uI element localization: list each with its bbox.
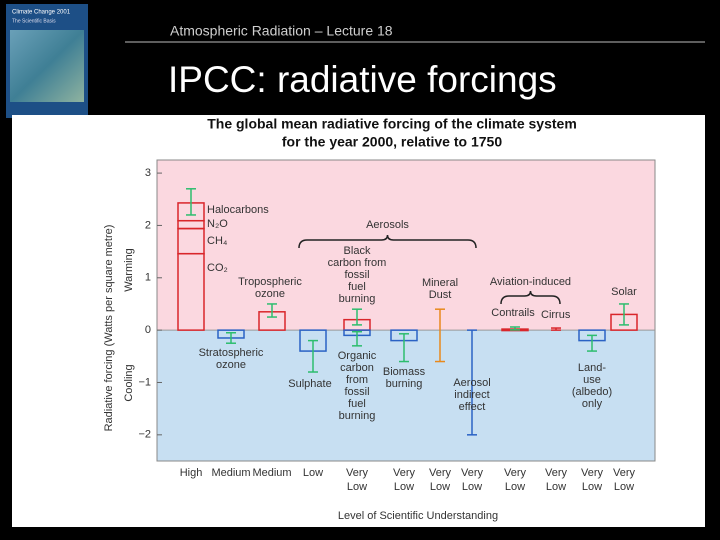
forcing-label: ozone [216,359,246,371]
losu-label: Medium [211,467,250,479]
losu-label: Very [393,467,416,479]
forcing-label: burning [339,293,376,305]
plot-frame [156,159,656,462]
forcing-label: (albedo) [572,386,612,398]
losu-label: Medium [252,467,291,479]
forcing-label: carbon [340,362,374,374]
y-tick-label: 3 [145,167,151,179]
losu-label: Very [429,467,452,479]
losu-label: Very [461,467,484,479]
losu-label: Low [546,481,566,493]
losu-label: Very [545,467,568,479]
y-tick-label: 2 [145,219,151,231]
forcing-label: burning [386,378,423,390]
forcing-label: use [583,374,601,386]
warming-label: Warming [123,248,135,292]
thumbnail: Climate Change 2001 The Scientific Basis [6,4,88,118]
forcing-label: fuel [348,281,366,293]
forcing-label: fossil [344,386,369,398]
forcing-label: burning [339,410,376,422]
forcing-label: indirect [454,389,489,401]
slide-title: IPCC: radiative forcings [168,59,557,100]
y-tick-label: 1 [145,272,151,284]
forcing-label: Stratospheric [199,347,264,359]
y-tick-label: −2 [138,429,151,441]
forcing-label: ozone [255,288,285,300]
forcing-label: Dust [429,289,452,301]
losu-label: Very [504,467,527,479]
thumbnail-subtitle: The Scientific Basis [12,18,56,24]
cooling-label: Cooling [123,364,135,401]
forcing-label: only [582,398,603,410]
losu-label: Low [303,467,323,479]
forcing-label: Sulphate [288,378,331,390]
thumbnail-image [10,30,84,102]
y-axis-label: Radiative forcing (Watts per square metr… [103,225,115,432]
losu-label: Very [581,467,604,479]
losu-label: Low [430,481,450,493]
forcing-label: Contrails [491,307,535,319]
group-brace [298,234,477,249]
forcing-label: fossil [344,269,369,281]
cooling-region [157,330,655,461]
forcing-label: Tropospheric [238,276,302,288]
losu-label: Low [582,481,602,493]
losu-label: Low [462,481,482,493]
segment-label: N₂O [207,218,228,230]
forcing-label: Solar [611,286,637,298]
segment-label: CO₂ [207,262,228,274]
group-label: Aerosols [366,219,409,231]
slide-header: Atmospheric Radiation – Lecture 18 [170,23,393,39]
chart-title: The global mean radiative forcing of the… [207,116,577,132]
losu-label: High [180,467,203,479]
forcing-label: Mineral [422,277,458,289]
losu-label: Very [613,467,636,479]
forcing-label: Organic [338,350,377,362]
chart-title: for the year 2000, relative to 1750 [282,134,502,150]
losu-label: Low [394,481,414,493]
forcing-label: carbon from [328,257,387,269]
losu-label: Low [347,481,367,493]
forcing-label: Black [344,245,371,257]
forcing-label: Aerosol [453,377,490,389]
losu-label: Very [346,467,369,479]
segment-label: CH₄ [207,235,228,247]
losu-label: Low [614,481,634,493]
forcing-label: fuel [348,398,366,410]
forcing-label: effect [459,401,486,413]
forcing-label: Cirrus [541,309,571,321]
warming-region [157,160,655,331]
x-axis-label: Level of Scientific Understanding [338,510,498,522]
y-tick-label: 0 [145,324,151,336]
forcing-label: from [346,374,368,386]
losu-label: Low [505,481,525,493]
segment-label: Halocarbons [207,204,269,216]
group-label: Aviation-induced [490,276,571,288]
forcing-label: Biomass [383,366,426,378]
forcing-label: Land- [578,362,606,374]
thumbnail-title: Climate Change 2001 [12,10,71,16]
group-brace [500,290,561,305]
y-tick-label: −1 [138,376,151,388]
